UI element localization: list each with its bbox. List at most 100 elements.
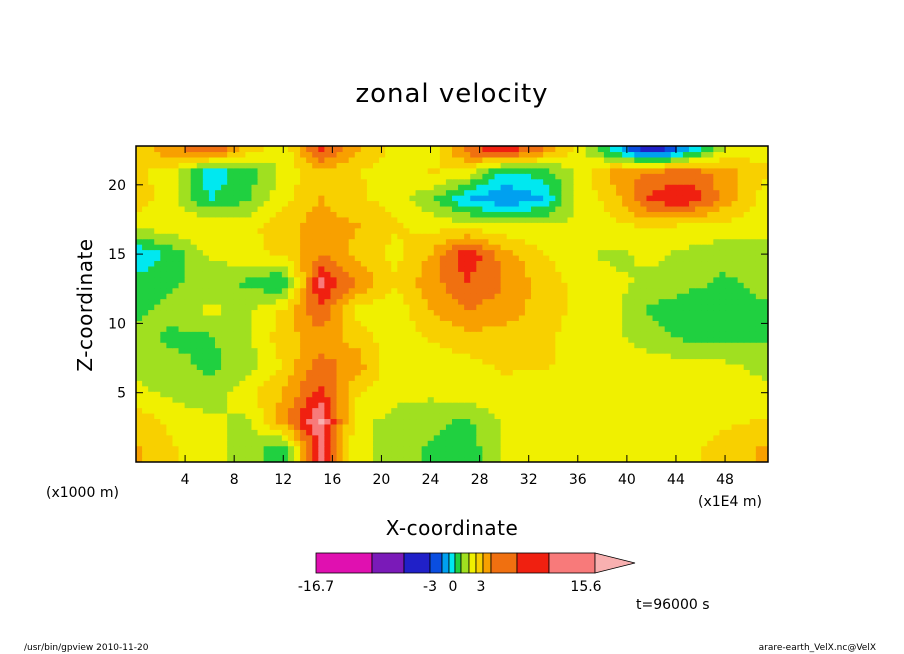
heatmap-cell (634, 363, 641, 370)
heatmap-cell (281, 260, 289, 267)
heatmap-cell (312, 456, 319, 462)
heatmap-cell (458, 445, 465, 452)
heatmap-cell (743, 211, 751, 218)
heatmap-cell (215, 325, 222, 332)
heatmap-cell (281, 374, 289, 381)
heatmap-cell (269, 402, 277, 409)
heatmap-cell (713, 445, 720, 452)
heatmap-cell (385, 374, 392, 381)
heatmap-cell (324, 380, 332, 387)
heatmap-cell (610, 353, 617, 360)
heatmap-cell (196, 205, 204, 212)
heatmap-cell (549, 342, 556, 349)
heatmap-cell (458, 254, 465, 262)
heatmap-cell (196, 238, 204, 245)
heatmap-cell (227, 385, 234, 392)
heatmap-cell (385, 249, 392, 256)
heatmap-cell (427, 216, 435, 223)
heatmap-cell (415, 211, 423, 218)
heatmap-cell (166, 314, 174, 321)
heatmap-cell (494, 385, 502, 392)
heatmap-cell (342, 456, 350, 462)
heatmap-cell (166, 385, 174, 392)
heatmap-cell (306, 249, 313, 256)
heatmap-cell (172, 412, 180, 420)
heatmap-cell (427, 238, 435, 245)
heatmap-cell (136, 358, 143, 365)
heatmap-cell (142, 287, 149, 294)
heatmap-cell (221, 211, 228, 218)
heatmap-cell (433, 353, 441, 360)
heatmap-cell (494, 374, 502, 381)
heatmap-cell (287, 423, 295, 430)
heatmap-cell (409, 434, 417, 441)
heatmap-cell (452, 265, 459, 272)
heatmap-cell (682, 347, 690, 354)
heatmap-cell (221, 423, 228, 430)
heatmap-cell (379, 200, 386, 207)
heatmap-cell (634, 254, 641, 262)
heatmap-cell (524, 233, 532, 240)
heatmap-cell (537, 260, 544, 267)
heatmap-cell (160, 331, 167, 338)
heatmap-cell (701, 260, 708, 267)
heatmap-cell (652, 336, 660, 343)
heatmap-cell (263, 249, 271, 256)
heatmap-cell (640, 304, 648, 311)
heatmap-cell (263, 434, 271, 441)
heatmap-cell (379, 347, 386, 354)
heatmap-cell (670, 249, 678, 256)
heatmap-cell (719, 391, 727, 398)
heatmap-cell (470, 412, 477, 420)
heatmap-cell (306, 304, 313, 311)
heatmap-cell (385, 456, 392, 462)
heatmap-cell (664, 456, 672, 462)
heatmap-cell (512, 429, 520, 436)
heatmap-cell (227, 233, 234, 240)
heatmap-cell (233, 200, 240, 207)
heatmap-cell (670, 412, 678, 420)
heatmap-cell (518, 227, 526, 234)
heatmap-cell (701, 325, 708, 332)
heatmap-cell (689, 298, 696, 305)
heatmap-cell (482, 385, 490, 392)
heatmap-cell (245, 200, 253, 207)
heatmap-cell (518, 347, 526, 354)
heatmap-cell (136, 418, 143, 425)
heatmap-cell (506, 304, 514, 311)
heatmap-cell (172, 396, 180, 403)
heatmap-cell (628, 396, 635, 403)
heatmap-cell (208, 282, 216, 289)
heatmap-cell (190, 451, 198, 458)
heatmap-cell (695, 363, 702, 370)
heatmap-cell (713, 216, 720, 223)
heatmap-cell (464, 227, 471, 234)
heatmap-cell (184, 391, 192, 398)
heatmap-cell (257, 309, 265, 316)
heatmap-cell (433, 423, 441, 430)
heatmap-cell (494, 456, 502, 462)
heatmap-cell (761, 298, 768, 305)
heatmap-cell (409, 260, 417, 267)
heatmap-cell (366, 298, 374, 305)
heatmap-cell (701, 451, 708, 458)
heatmap-cell (421, 374, 429, 381)
heatmap-cell (512, 287, 520, 294)
heatmap-cell (585, 227, 593, 234)
heatmap-cell (524, 363, 532, 370)
heatmap-cell (348, 271, 356, 278)
heatmap-cell (603, 440, 611, 447)
heatmap-cell (415, 418, 423, 425)
heatmap-cell (366, 309, 374, 316)
heatmap-cell (506, 445, 514, 452)
heatmap-cell (664, 265, 672, 272)
heatmap-cell (373, 200, 380, 207)
heatmap-cell (342, 385, 350, 392)
heatmap-cell (737, 456, 745, 462)
heatmap-cell (433, 380, 441, 387)
heatmap-cell (634, 412, 641, 420)
heatmap-cell (166, 456, 174, 462)
heatmap-cell (318, 374, 325, 381)
heatmap-cell (354, 205, 362, 212)
heatmap-cell (476, 282, 483, 289)
